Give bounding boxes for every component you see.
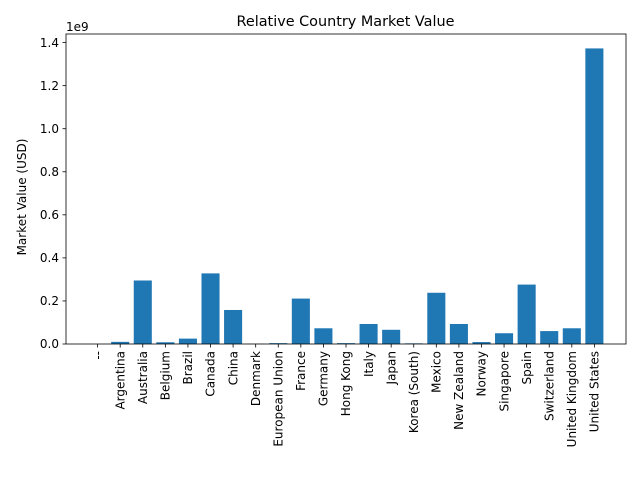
x-tick-label: Spain [520,351,534,385]
y-tick-label: 0.2 [40,294,59,308]
bar [427,292,446,344]
bar [336,343,356,344]
y-tick-label: 1.0 [40,122,59,136]
x-tick-label: New Zealand [452,351,466,430]
bar [156,342,175,344]
bar [269,343,288,344]
x-tick-label: Japan [384,351,398,385]
x-tick-label: Korea (South) [407,351,421,433]
bar [495,333,514,344]
y-tick-label: 0.8 [40,165,59,179]
bar [359,323,378,344]
bar [201,273,220,344]
x-tick-label: China [226,351,240,385]
x-tick-label: Italy [362,351,376,377]
chart-title: Relative Country Market Value [237,14,455,30]
bar [562,328,581,344]
x-tick-label: Belgium [159,351,173,400]
bar [382,329,401,344]
x-tick-label: Australia [136,351,150,404]
x-tick-label: -- [91,351,105,360]
bar [472,342,491,344]
x-tick-label: European Union [271,351,285,447]
y-tick-label: 0.0 [40,337,59,351]
x-tick-label: Brazil [181,351,195,385]
y-tick-label: 1.4 [40,36,59,50]
x-tick-label: Hong Kong [339,351,353,416]
x-tick-label: Norway [475,351,489,397]
x-tick-label: United States [588,351,602,432]
y-scale-label: 1e9 [66,20,89,34]
x-tick-label: Argentina [113,351,127,410]
x-tick-label: United Kingdom [565,351,579,447]
x-tick-label: Denmark [249,351,263,406]
plot-area: 0.0 0.2 0.4 0.6 0.8 1.0 1.2 1.4 -- Argentina Austr… [40,33,627,447]
x-tick-label: Canada [204,351,218,397]
bar [585,48,604,344]
x-tick-label: Mexico [430,351,444,393]
y-tick-label: 0.4 [40,251,59,265]
x-tick-label: Switzerland [542,351,556,421]
bar [178,338,197,344]
y-tick-label: 0.6 [40,208,59,222]
bar [111,341,130,344]
y-tick-label: 1.2 [40,79,59,93]
bar [314,328,333,344]
bar [133,280,152,344]
bar [291,298,310,344]
x-tick-label: Singapore [497,351,511,412]
y-axis-label: Market Value (USD) [15,139,29,256]
bar [449,323,468,344]
x-tick-label: France [294,351,308,391]
bar [224,309,243,344]
bar [540,331,559,344]
x-tick-label: Germany [317,351,331,406]
bar [517,284,536,344]
